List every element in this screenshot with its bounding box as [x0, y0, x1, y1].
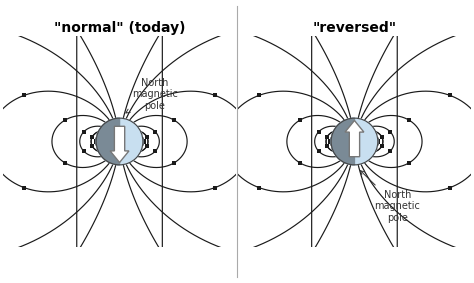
FancyArrow shape: [110, 126, 129, 162]
Wedge shape: [331, 118, 355, 165]
Wedge shape: [96, 118, 119, 165]
Circle shape: [96, 118, 143, 165]
Text: North
magnetic
pole: North magnetic pole: [360, 171, 420, 223]
Circle shape: [331, 118, 378, 165]
Text: North
magnetic
pole: North magnetic pole: [126, 78, 177, 113]
FancyArrow shape: [345, 121, 364, 157]
Title: "reversed": "reversed": [312, 21, 397, 35]
Title: "normal" (today): "normal" (today): [54, 21, 185, 35]
